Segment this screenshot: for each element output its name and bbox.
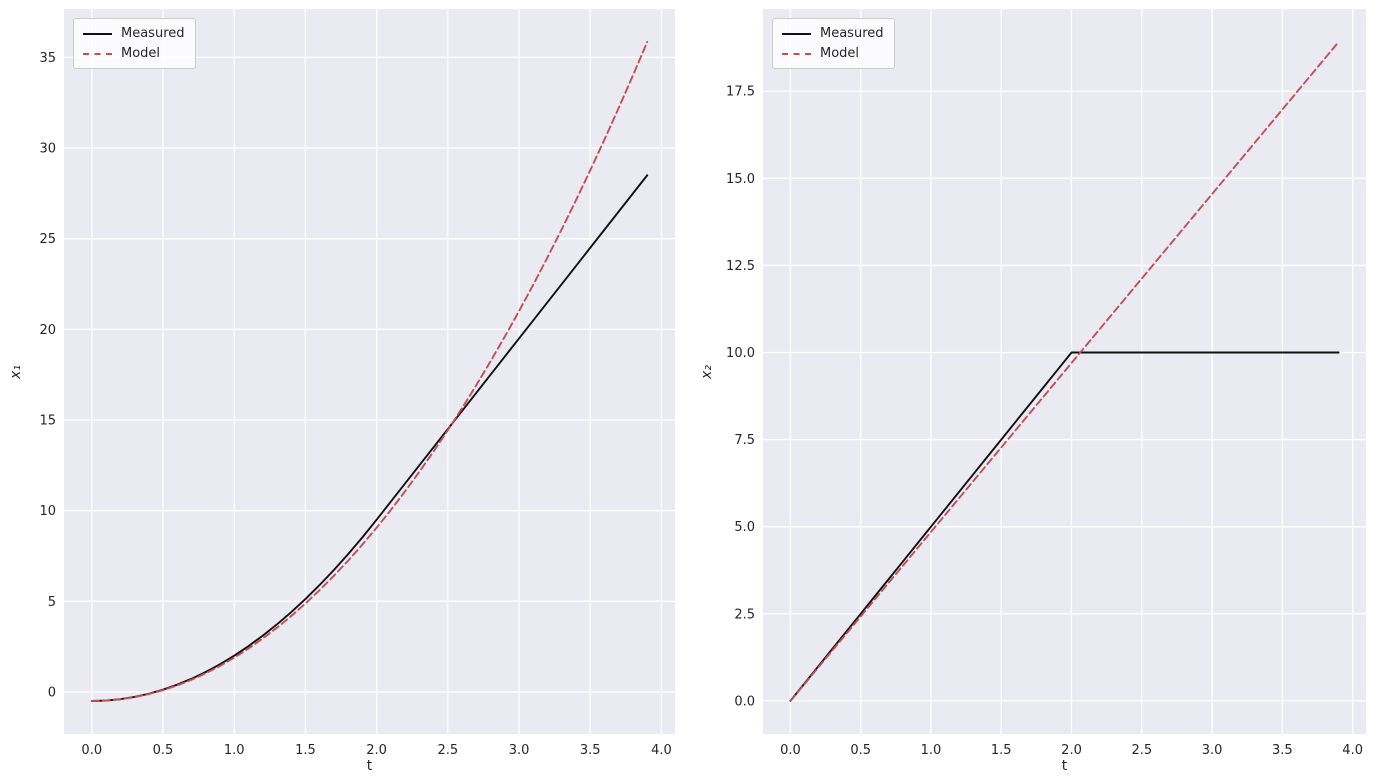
x2-y-axis-label: x₂ — [699, 364, 715, 379]
legend-label-model: Model — [820, 46, 860, 61]
legend-label-model: Model — [121, 46, 161, 61]
y-tick-label: 15 — [39, 413, 56, 428]
x2-x-axis-label: t — [1061, 758, 1068, 774]
model-line-swatch — [83, 52, 112, 55]
legend-label-measured: Measured — [820, 26, 884, 41]
x-tick-label: 4.0 — [651, 743, 672, 758]
y-tick-label: 2.5 — [734, 607, 755, 622]
legend-label-measured: Measured — [121, 26, 185, 41]
y-tick-label: 5.0 — [734, 520, 755, 535]
x-tick-label: 3.0 — [509, 743, 530, 758]
x-tick-label: 3.0 — [1202, 743, 1223, 758]
legend-item-measured: Measured — [782, 26, 884, 41]
y-tick-label: 25 — [39, 232, 56, 247]
x-tick-label: 0.0 — [780, 743, 801, 758]
y-tick-label: 7.5 — [734, 433, 755, 448]
x-tick-label: 0.0 — [81, 743, 102, 758]
x1-y-axis-label: x₁ — [8, 364, 24, 379]
model-line-swatch — [782, 52, 811, 55]
legend-item-measured: Measured — [83, 26, 185, 41]
x-tick-label: 2.5 — [1131, 743, 1152, 758]
y-tick-label: 0.0 — [734, 694, 755, 709]
x-tick-label: 1.5 — [295, 743, 316, 758]
legend-item-model: Model — [782, 46, 884, 61]
axes-background — [64, 9, 675, 734]
panel-x2: 0.0 0.5 1.0 1.5 2.0 2.5 3.0 3.5 4.0 0.0 2.5 5.0 7.5 1… — [691, 0, 1382, 784]
measured-line-swatch — [83, 32, 112, 35]
series-line-model — [90, 41, 649, 702]
y-tick-label: 0 — [48, 685, 56, 700]
y-tick-label: 17.5 — [726, 85, 755, 100]
series-line-model — [789, 40, 1340, 702]
legend-item-model: Model — [83, 46, 185, 61]
x2-legend: Measured Model — [772, 18, 895, 69]
y-tick-label: 20 — [39, 323, 56, 338]
y-tick-label: 15.0 — [726, 172, 755, 187]
series-line-measured — [789, 351, 1340, 702]
x1-plot-canvas: 0.0 0.5 1.0 1.5 2.0 2.5 3.0 3.5 4.0 0 5 10 15 20 25 30 3… — [39, 9, 675, 758]
x-tick-label: 1.0 — [224, 743, 245, 758]
y-tick-label: 12.5 — [726, 259, 755, 274]
x-tick-label: 1.5 — [991, 743, 1012, 758]
y-tick-label: 35 — [39, 51, 56, 66]
y-tick-label: 5 — [48, 595, 56, 610]
x-tick-label: 0.5 — [153, 743, 174, 758]
x1-legend: Measured Model — [73, 18, 196, 69]
x-tick-label: 1.0 — [921, 743, 942, 758]
x2-plot-canvas: 0.0 0.5 1.0 1.5 2.0 2.5 3.0 3.5 4.0 0.0 2.5 5.0 7.5 1… — [726, 9, 1366, 758]
x1-x-axis-label: t — [366, 758, 373, 774]
x-tick-label: 2.5 — [437, 743, 458, 758]
y-tick-label: 30 — [39, 142, 56, 157]
x-tick-label: 0.5 — [850, 743, 871, 758]
x-tick-label: 2.0 — [366, 743, 387, 758]
x-tick-label: 2.0 — [1061, 743, 1082, 758]
x-tick-label: 3.5 — [1272, 743, 1293, 758]
measured-line-swatch — [782, 32, 811, 35]
y-tick-label: 10 — [39, 504, 56, 519]
x-tick-label: 4.0 — [1342, 743, 1363, 758]
panel-x1: 0.0 0.5 1.0 1.5 2.0 2.5 3.0 3.5 4.0 0 5 10 15 20 25 30 3… — [8, 9, 675, 774]
y-tick-label: 10.0 — [726, 346, 755, 361]
x-tick-label: 3.5 — [580, 743, 601, 758]
